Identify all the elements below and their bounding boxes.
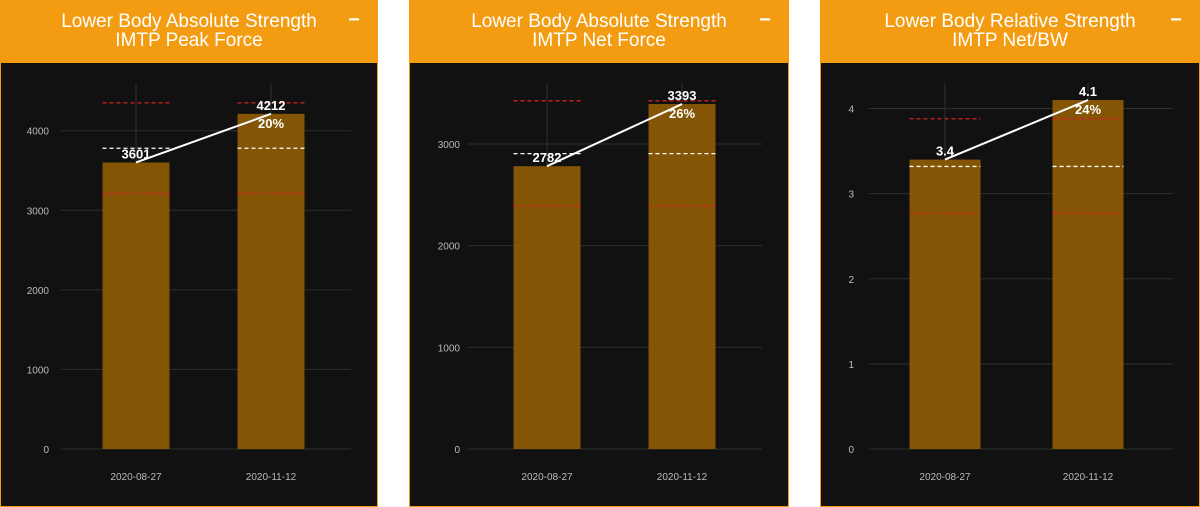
x-tick-label: 2020-11-12 (657, 472, 708, 483)
bar (102, 162, 170, 449)
y-tick-label: 0 (454, 445, 460, 456)
value-label: 2782 (533, 150, 562, 165)
y-tick-label: 2000 (438, 242, 461, 253)
percent-change-label: 26% (669, 106, 695, 121)
panel-imtp-peak-force: Lower Body Absolute Strength IMTP Peak F… (0, 0, 378, 507)
value-label: 4.1 (1079, 84, 1097, 99)
x-tick-label: 2020-08-27 (110, 472, 162, 483)
percent-change-label: 20% (258, 116, 284, 131)
trend-line (944, 99, 1089, 161)
x-tick-label: 2020-08-27 (919, 472, 971, 483)
y-tick-label: 1 (848, 360, 854, 371)
value-label: 3393 (668, 88, 697, 103)
panel-imtp-net-bw: Lower Body Relative Strength IMTP Net/BW… (820, 0, 1200, 507)
value-label: 4212 (257, 98, 286, 113)
panel-title: Lower Body Absolute Strength (471, 11, 727, 32)
trend-line (546, 103, 683, 168)
collapse-button[interactable]: − (1170, 9, 1182, 31)
bar (909, 159, 981, 449)
bar (513, 166, 581, 449)
collapse-button[interactable]: − (348, 9, 360, 31)
panel-header: Lower Body Absolute Strength IMTP Peak F… (1, 1, 377, 63)
panel-imtp-net-force: Lower Body Absolute Strength IMTP Net Fo… (409, 0, 789, 507)
bar-chart: 0 1000 2000 3000 4000 3601 4212 20% 2020-08-27 20… (27, 83, 351, 483)
y-tick-label: 0 (848, 445, 854, 456)
x-tick-label: 2020-11-12 (246, 472, 297, 483)
panel-subtitle: IMTP Peak Force (115, 30, 263, 51)
y-tick-label: 3000 (438, 140, 461, 151)
x-tick-label: 2020-11-12 (1063, 472, 1114, 483)
bar-chart: 0 1 2 3 4 3.4 4.1 24% 2020-08-27 2020-11-12 (848, 83, 1173, 483)
bar-chart: 0 1000 2000 3000 2782 3393 26% 2020-08-27 2020-1… (438, 83, 762, 483)
y-tick-label: 1000 (438, 343, 461, 354)
percent-change-label: 24% (1075, 102, 1101, 117)
y-tick-label: 0 (43, 445, 49, 456)
y-tick-label: 1000 (27, 365, 50, 376)
panel-subtitle: IMTP Net Force (532, 30, 666, 51)
y-tick-label: 4000 (27, 127, 50, 138)
panel-subtitle: IMTP Net/BW (952, 30, 1068, 51)
bar (237, 113, 305, 449)
bar (1052, 100, 1124, 449)
value-label: 3601 (122, 146, 151, 161)
y-tick-label: 3 (848, 190, 854, 201)
y-tick-label: 4 (848, 105, 854, 116)
y-tick-label: 2000 (27, 286, 50, 297)
bar (648, 104, 716, 450)
x-tick-label: 2020-08-27 (521, 472, 573, 483)
panel-title: Lower Body Absolute Strength (61, 11, 317, 32)
trend-line (135, 112, 272, 164)
y-tick-label: 3000 (27, 206, 50, 217)
panel-title: Lower Body Relative Strength (884, 11, 1136, 32)
value-label: 3.4 (936, 144, 955, 159)
panel-header: Lower Body Relative Strength IMTP Net/BW… (821, 1, 1199, 63)
collapse-button[interactable]: − (759, 9, 771, 31)
panel-header: Lower Body Absolute Strength IMTP Net Fo… (410, 1, 788, 63)
y-tick-label: 2 (848, 275, 854, 286)
